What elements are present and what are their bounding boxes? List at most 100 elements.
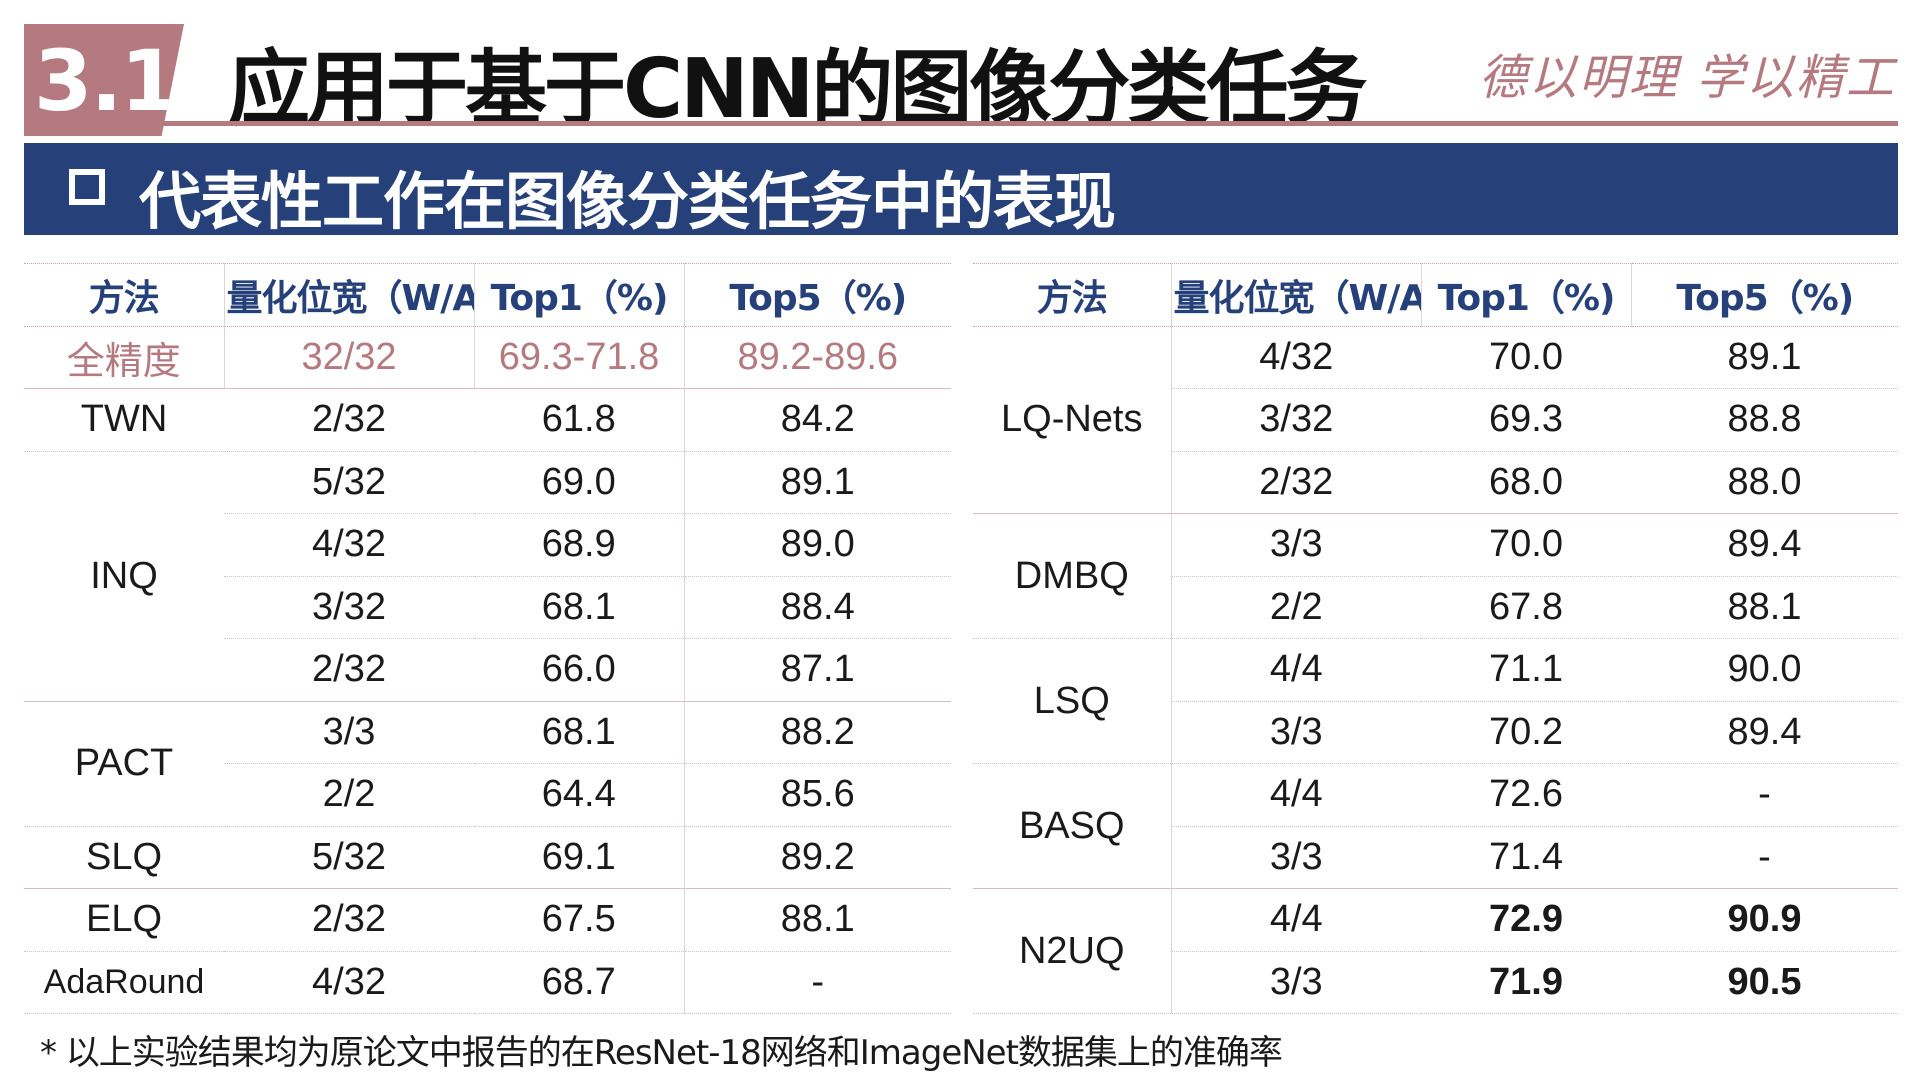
- top1-cell-highlight: 71.9: [1421, 951, 1631, 1014]
- table-row: PACT 3/3 68.1 88.2: [24, 700, 951, 827]
- bitwidth-cell: 2/32: [224, 638, 474, 702]
- title-underline: [150, 121, 1898, 126]
- table-row: 2/32 66.0 87.1: [24, 638, 951, 702]
- top5-cell: 88.8: [1631, 388, 1898, 452]
- table-header-row: 方法 量化位宽（W/A) Top1（%) Top5（%): [24, 263, 951, 327]
- top1-cell-highlight: 72.9: [1421, 888, 1631, 952]
- table-row: ELQ 2/32 67.5 88.1: [24, 888, 951, 952]
- table-header-row: 方法 量化位宽（W/A) Top1（%) Top5（%): [973, 263, 1898, 327]
- top5-cell: 89.2-89.6: [683, 326, 951, 389]
- top5-cell: 89.1: [683, 451, 951, 514]
- top5-cell: 90.0: [1631, 638, 1898, 702]
- header-top1: Top1（%): [473, 263, 684, 327]
- bitwidth-cell: 3/32: [224, 576, 474, 639]
- checkbox-square-icon: [69, 169, 105, 205]
- bitwidth-cell: 3/3: [1170, 951, 1421, 1014]
- bitwidth-cell: 5/32: [224, 451, 474, 514]
- method-cell: ELQ: [24, 888, 224, 952]
- university-motto: 德以明理 学以精工: [1478, 50, 1896, 106]
- bitwidth-cell: 2/32: [224, 388, 474, 452]
- top5-cell: 88.0: [1631, 451, 1898, 514]
- table-row: INQ 5/32 69.0 89.1: [24, 451, 951, 702]
- table-row: 3/3 71.9 90.5: [973, 951, 1898, 1014]
- top1-cell: 61.8: [474, 388, 684, 452]
- method-cell: BASQ: [973, 763, 1171, 889]
- top5-cell-highlight: 90.5: [1631, 951, 1898, 1014]
- top5-cell: 88.1: [1631, 576, 1898, 639]
- bitwidth-cell: 3/3: [1170, 513, 1421, 577]
- top1-cell: 68.1: [474, 700, 684, 764]
- top1-cell: 68.0: [1421, 451, 1631, 514]
- top1-cell: 69.3-71.8: [473, 326, 684, 389]
- table-row: 3/3 70.2 89.4: [973, 701, 1898, 764]
- top5-cell: 85.6: [683, 763, 951, 827]
- bitwidth-cell: 2/32: [1170, 451, 1421, 514]
- top5-cell: 89.4: [1631, 513, 1898, 577]
- top1-cell: 69.0: [474, 451, 684, 514]
- results-table-left: 方法 量化位宽（W/A) Top1（%) Top5（%) 全精度 32/32 6…: [24, 263, 951, 1014]
- bitwidth-cell: 5/32: [224, 826, 474, 889]
- header-bitwidth: 量化位宽（W/A): [223, 263, 474, 327]
- top1-cell: 70.2: [1421, 701, 1631, 764]
- bitwidth-cell: 3/3: [1170, 701, 1421, 764]
- table-row: LQ-Nets 4/32 70.0 89.1: [973, 326, 1898, 514]
- top5-cell: -: [683, 951, 951, 1014]
- bitwidth-cell: 3/32: [1170, 388, 1421, 452]
- table-row: 3/32 69.3 88.8: [973, 388, 1898, 452]
- top5-cell: 88.2: [683, 700, 951, 764]
- section-number: 3.1: [34, 32, 179, 130]
- bitwidth-cell: 3/3: [224, 700, 474, 764]
- bitwidth-cell: 4/32: [224, 513, 474, 577]
- top1-cell: 70.0: [1421, 513, 1631, 577]
- top5-cell: 88.1: [683, 888, 951, 952]
- top1-cell: 66.0: [474, 638, 684, 702]
- method-cell: 全精度: [24, 326, 224, 389]
- table-row: 3/3 71.4 -: [973, 826, 1898, 889]
- header-method: 方法: [973, 263, 1171, 327]
- table-row: BASQ 4/4 72.6 -: [973, 763, 1898, 889]
- top1-cell: 68.9: [474, 513, 684, 577]
- bitwidth-cell: 32/32: [223, 326, 474, 389]
- top5-cell: 89.4: [1631, 701, 1898, 764]
- top1-cell: 67.8: [1421, 576, 1631, 639]
- bitwidth-cell: 4/32: [1170, 326, 1421, 389]
- bitwidth-cell: 3/3: [1170, 826, 1421, 889]
- top5-cell: -: [1631, 763, 1898, 827]
- table-row: 2/2 67.8 88.1: [973, 576, 1898, 639]
- table-row: N2UQ 4/4 72.9 90.9: [973, 888, 1898, 1014]
- top5-cell: 89.0: [683, 513, 951, 577]
- table-row: SLQ 5/32 69.1 89.2: [24, 826, 951, 889]
- bitwidth-cell: 4/4: [1170, 888, 1421, 952]
- top1-cell: 71.1: [1421, 638, 1631, 702]
- table-row: TWN 2/32 61.8 84.2: [24, 388, 951, 452]
- top5-cell: 87.1: [683, 638, 951, 702]
- method-cell: AdaRound: [24, 951, 224, 1014]
- method-cell: LQ-Nets: [973, 326, 1171, 514]
- table-row: LSQ 4/4 71.1 90.0: [973, 638, 1898, 764]
- table-row: 3/32 68.1 88.4: [24, 576, 951, 639]
- top1-cell: 69.1: [474, 826, 684, 889]
- top5-cell-highlight: 90.9: [1631, 888, 1898, 952]
- top1-cell: 67.5: [474, 888, 684, 952]
- header-method: 方法: [24, 263, 224, 327]
- bitwidth-cell: 4/32: [224, 951, 474, 1014]
- bitwidth-cell: 2/2: [224, 763, 474, 827]
- section-number-badge: 3.1: [24, 24, 184, 136]
- top1-cell: 70.0: [1421, 326, 1631, 389]
- top5-cell: 84.2: [683, 388, 951, 452]
- header-bitwidth: 量化位宽（W/A): [1170, 263, 1421, 327]
- header-top1: Top1（%): [1420, 263, 1631, 327]
- method-cell: LSQ: [973, 638, 1171, 764]
- table-row: DMBQ 3/3 70.0 89.4: [973, 513, 1898, 639]
- method-cell: N2UQ: [973, 888, 1171, 1014]
- header-top5: Top5（%): [683, 263, 951, 327]
- table-row: 2/2 64.4 85.6: [24, 763, 951, 827]
- footnote: * 以上实验结果均为原论文中报告的在ResNet-18网络和ImageNet数据…: [40, 1033, 1283, 1073]
- table-row: 全精度 32/32 69.3-71.8 89.2-89.6: [24, 326, 951, 389]
- top1-cell: 71.4: [1421, 826, 1631, 889]
- top1-cell: 72.6: [1421, 763, 1631, 827]
- top5-cell: 88.4: [683, 576, 951, 639]
- method-cell: SLQ: [24, 826, 224, 889]
- top5-cell: -: [1631, 826, 1898, 889]
- table-row: 2/32 68.0 88.0: [973, 451, 1898, 514]
